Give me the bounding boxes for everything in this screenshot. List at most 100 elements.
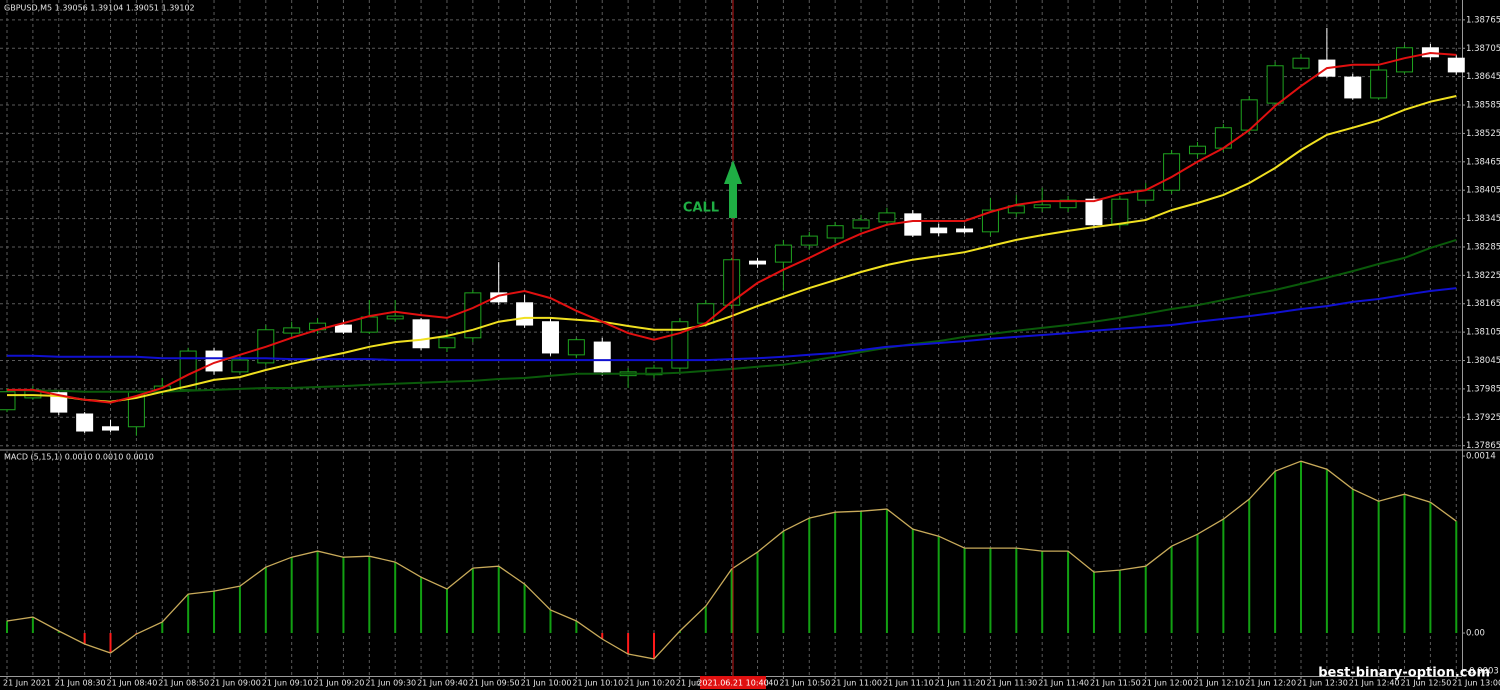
y-tick-label: 1.38285	[1466, 242, 1500, 252]
macd-bar	[187, 594, 190, 634]
x-tick-label: 21 Jun 12:00	[1142, 679, 1193, 688]
macd-bar	[1351, 489, 1354, 634]
y-tick-label: 1.38405	[1466, 186, 1500, 196]
macd-bar	[1015, 548, 1018, 634]
candle-body	[516, 302, 534, 326]
y-tick-label: 1.38465	[1466, 157, 1500, 167]
indicator-title: MACD (5,15,1) 0.0010 0.0010 0.0010	[4, 453, 154, 462]
x-tick-label: 21 Jun 10:50	[779, 679, 830, 688]
x-tick-label: 21 Jun 09:00	[210, 679, 261, 688]
macd-bar	[1325, 469, 1328, 634]
macd-bar	[1274, 471, 1277, 634]
candle-body	[334, 324, 352, 333]
candle-body	[1292, 57, 1310, 69]
y-tick-label: 1.38105	[1466, 328, 1500, 338]
x-tick-label: 21 Jun 10:10	[572, 679, 623, 688]
x-tick-label: 21 Jun 11:10	[883, 679, 934, 688]
y-tick-label: 1.38705	[1466, 44, 1500, 54]
macd-bar	[290, 557, 293, 634]
crosshair-time-label: 2021.06.21 10:40	[697, 679, 768, 688]
macd-bar	[342, 557, 345, 634]
macd-bar	[316, 551, 319, 634]
macd-bar	[213, 591, 216, 634]
candle-body	[826, 225, 844, 239]
macd-bar	[445, 589, 448, 634]
y-tick-label: 1.38525	[1466, 129, 1500, 139]
macd-bar	[885, 509, 888, 634]
macd-bar	[704, 606, 707, 634]
y-tick-label: 1.37985	[1466, 384, 1500, 394]
macd-bar	[1041, 551, 1044, 634]
x-tick-label: 21 Jun 12:10	[1193, 679, 1244, 688]
candle-body	[749, 260, 767, 265]
y-tick-label: -0.0003	[1466, 666, 1499, 676]
macd-bar	[653, 633, 655, 659]
candle-body	[1085, 198, 1103, 226]
x-tick-label: 21 Jun 11:50	[1090, 679, 1141, 688]
candle-body	[1111, 198, 1129, 226]
macd-bar	[782, 531, 785, 634]
candle-body	[981, 209, 999, 233]
x-tick-label: 21 Jun 08:30	[55, 679, 106, 688]
candle-body	[1188, 145, 1206, 155]
x-tick-label: 21 Jun 08:40	[107, 679, 158, 688]
signal-line	[6, 460, 1457, 660]
x-tick-label: 21 Jun 11:40	[1038, 679, 1089, 688]
x-tick-label: 21 Jun 11:30	[986, 679, 1037, 688]
x-tick-label: 21 Jun 2021	[3, 679, 51, 688]
x-tick-label: 21 Jun 12:40	[1349, 679, 1400, 688]
call-arrow	[724, 160, 742, 218]
macd-bar	[1222, 519, 1225, 634]
macd-bar	[808, 518, 811, 634]
chart-title: GBPUSD,M5 1.39056 1.39104 1.39051 1.3910…	[4, 4, 195, 13]
x-tick-label: 21 Jun 09:30	[365, 679, 416, 688]
macd-bar	[161, 622, 164, 634]
candle-body	[76, 413, 94, 432]
x-tick-label: 21 Jun 09:10	[262, 679, 313, 688]
macd-bar	[678, 631, 681, 634]
macd-bar	[238, 586, 241, 634]
candle-body	[490, 292, 508, 303]
macd-bar	[1196, 534, 1199, 634]
candle-body	[697, 303, 715, 324]
candle-body	[283, 327, 301, 334]
y-tick-label: 0.00	[1466, 629, 1485, 639]
candle-body	[593, 341, 611, 373]
x-tick-label: 21 Jun 12:50	[1401, 679, 1452, 688]
x-tick-label: 21 Jun 09:20	[314, 679, 365, 688]
macd-bar	[1092, 572, 1095, 634]
y-tick-label: 1.38045	[1466, 356, 1500, 366]
candle-body	[852, 219, 870, 229]
candle-body	[102, 426, 120, 431]
candle-body	[1266, 65, 1284, 104]
macd-bar	[627, 633, 630, 655]
candle-body	[386, 315, 404, 320]
macd-bar	[575, 621, 578, 634]
macd-bar	[549, 610, 552, 634]
moving-average-line	[6, 238, 1457, 393]
call-label: CALL	[683, 201, 719, 216]
macd-bar	[1429, 502, 1432, 634]
overlay: CALL 2021.06.21 10:40 best-binary-option…	[683, 0, 1490, 689]
x-tick-label: 21 Jun 12:20	[1245, 679, 1296, 688]
y-tick-label: 1.38165	[1466, 299, 1500, 309]
x-tick-label: 21 Jun 13:00	[1452, 679, 1500, 688]
candle-body	[1033, 204, 1051, 209]
macd-bar	[1300, 461, 1302, 634]
x-tick-label: 21 Jun 08:50	[158, 679, 209, 688]
x-tick-label: 21 Jun 09:50	[469, 679, 520, 688]
macd-bar	[601, 633, 604, 639]
macd-bar	[1403, 494, 1406, 634]
moving-average-line	[7, 95, 1457, 403]
candle-body	[904, 213, 922, 236]
candle-body	[774, 244, 792, 263]
x-tick-label: 21 Jun 12:30	[1297, 679, 1348, 688]
candle-body	[1370, 69, 1388, 99]
y-tick-label: 1.38345	[1466, 214, 1500, 224]
candle-body	[567, 339, 585, 356]
macd-bar	[1170, 546, 1173, 634]
y-tick-label: 1.38765	[1466, 15, 1500, 25]
macd-bar	[963, 548, 966, 634]
macd-bar	[1144, 566, 1147, 634]
